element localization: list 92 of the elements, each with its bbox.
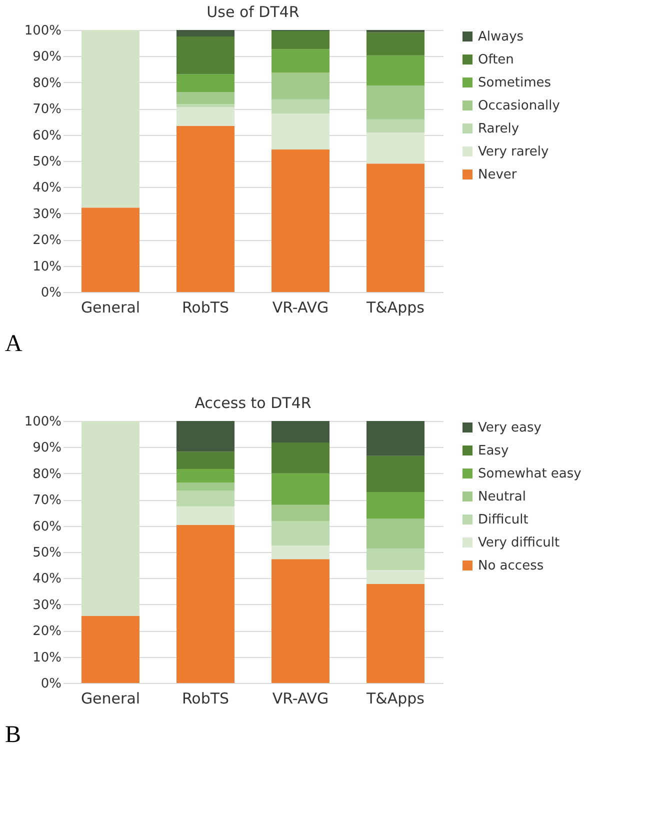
legend-label: Very easy bbox=[478, 420, 542, 436]
y-tick-label: 20% bbox=[32, 233, 62, 248]
bar bbox=[366, 584, 424, 683]
bar bbox=[176, 74, 234, 92]
chart-title: Use of DT4R bbox=[206, 3, 300, 21]
text: A bbox=[5, 331, 23, 357]
legend-label: Always bbox=[478, 30, 524, 44]
legend-label: Somewhat easy bbox=[478, 466, 582, 482]
y-tick-label: 30% bbox=[32, 206, 62, 222]
y-tick-label: 100% bbox=[24, 414, 62, 430]
bar bbox=[176, 525, 234, 683]
bar bbox=[366, 132, 424, 164]
x-tick-label: T&Apps bbox=[366, 298, 425, 316]
legend-label: Very difficult bbox=[478, 536, 560, 550]
y-tick-label: 70% bbox=[32, 102, 62, 118]
bar bbox=[176, 482, 234, 491]
bar bbox=[176, 490, 234, 506]
y-tick-label: 80% bbox=[32, 466, 62, 482]
bar bbox=[366, 456, 424, 492]
bar bbox=[176, 468, 234, 483]
bar bbox=[366, 518, 424, 549]
bar bbox=[366, 548, 424, 570]
bar bbox=[272, 421, 330, 442]
legend-label: Neutral bbox=[478, 490, 526, 504]
y-tick-label: 90% bbox=[32, 440, 62, 456]
bar bbox=[272, 149, 330, 292]
x-tick-label: VR-AVG bbox=[272, 690, 329, 708]
bar bbox=[366, 86, 424, 120]
bar bbox=[82, 208, 140, 292]
legend-label: No access bbox=[478, 558, 544, 574]
legend-label: Very rarely bbox=[478, 144, 550, 160]
y-tick-label: 10% bbox=[32, 650, 62, 666]
bar bbox=[366, 55, 424, 86]
x-tick-label: T&Apps bbox=[366, 690, 425, 708]
y-tick-label: 20% bbox=[32, 624, 62, 640]
bar bbox=[272, 114, 330, 150]
y-tick-label: 60% bbox=[32, 519, 62, 534]
bar bbox=[366, 119, 424, 132]
bar bbox=[82, 616, 140, 683]
bar bbox=[272, 49, 330, 72]
y-tick-label: 90% bbox=[32, 50, 62, 65]
legend-label: Sometimes bbox=[478, 76, 552, 90]
x-tick-label: General bbox=[80, 298, 140, 316]
bar bbox=[272, 559, 330, 683]
y-tick-label: 10% bbox=[32, 259, 62, 274]
y-tick-label: 70% bbox=[32, 493, 62, 508]
bar bbox=[272, 442, 330, 474]
bar bbox=[176, 126, 234, 292]
bar bbox=[82, 421, 140, 616]
y-tick-label: 40% bbox=[32, 180, 62, 196]
legend-label: Rarely bbox=[478, 122, 520, 136]
bar bbox=[176, 452, 234, 469]
bar bbox=[176, 30, 234, 37]
text: B bbox=[5, 722, 22, 748]
legend-label: Often bbox=[478, 52, 514, 68]
bar bbox=[272, 504, 330, 522]
bar bbox=[272, 521, 330, 546]
bar bbox=[176, 92, 234, 104]
y-tick-label: 80% bbox=[32, 76, 62, 91]
chart-title: Access to DT4R bbox=[194, 394, 312, 412]
y-tick-label: 100% bbox=[24, 24, 62, 38]
bar bbox=[176, 421, 234, 452]
y-tick-label: 30% bbox=[32, 598, 62, 613]
bar bbox=[176, 107, 234, 126]
bar bbox=[176, 36, 234, 74]
x-tick-label: RobTS bbox=[182, 298, 230, 316]
x-tick-label: General bbox=[80, 690, 140, 708]
bar bbox=[272, 473, 330, 505]
bar bbox=[272, 31, 330, 50]
bar bbox=[176, 506, 234, 526]
bar bbox=[366, 570, 424, 584]
y-tick-label: 0% bbox=[40, 676, 62, 692]
bar bbox=[82, 30, 140, 208]
legend-label: Never bbox=[478, 168, 518, 182]
bar bbox=[366, 492, 424, 518]
bar bbox=[176, 104, 234, 108]
y-tick-label: 0% bbox=[40, 286, 62, 300]
y-tick-label: 40% bbox=[32, 572, 62, 587]
bar bbox=[272, 72, 330, 100]
bar bbox=[366, 421, 424, 456]
legend-label: Difficult bbox=[478, 512, 528, 528]
legend-label: Easy bbox=[478, 444, 509, 458]
x-tick-label: RobTS bbox=[182, 690, 230, 708]
bar bbox=[272, 546, 330, 560]
y-tick-label: 50% bbox=[32, 546, 62, 560]
bar bbox=[366, 32, 424, 56]
y-tick-label: 50% bbox=[32, 154, 62, 170]
x-tick-label: VR-AVG bbox=[272, 298, 329, 316]
legend-label: Occasionally bbox=[478, 98, 560, 114]
bar bbox=[366, 164, 424, 292]
y-tick-label: 60% bbox=[32, 128, 62, 144]
bar bbox=[272, 99, 330, 114]
